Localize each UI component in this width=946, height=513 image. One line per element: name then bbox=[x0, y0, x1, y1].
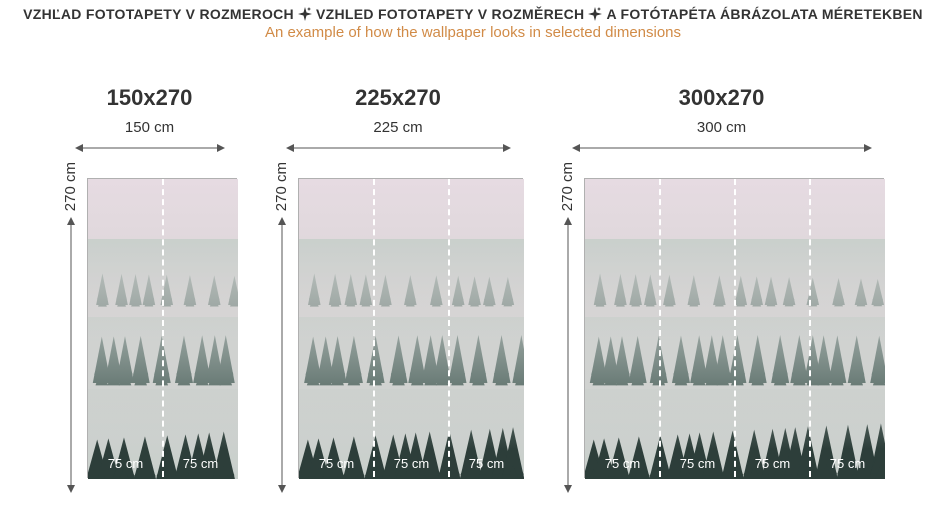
panels-row: 150x270 150 cm 270 cm 75 cm7 bbox=[0, 85, 946, 493]
header-part-1: VZHĽAD FOTOTAPETY V ROZMEROCH bbox=[23, 6, 294, 22]
height-label: 270 cm bbox=[273, 162, 290, 211]
header-main-line: VZHĽAD FOTOTAPETY V ROZMEROCH VZHLED FOT… bbox=[0, 6, 946, 22]
height-group: 270 cm bbox=[559, 162, 576, 493]
sparkle-icon bbox=[588, 7, 602, 21]
panel-dash-line bbox=[734, 179, 736, 477]
height-group: 270 cm bbox=[62, 162, 79, 493]
header-part-3: A FOTÓTAPÉTA ÁBRÁZOLATA MÉRETEKBEN bbox=[606, 6, 922, 22]
segment-label: 75 cm bbox=[449, 456, 524, 471]
height-label: 270 cm bbox=[62, 162, 79, 211]
header-sub-line: An example of how the wallpaper looks in… bbox=[0, 24, 946, 41]
size-title: 150x270 bbox=[107, 85, 193, 111]
segment-label: 75 cm bbox=[163, 456, 238, 471]
width-label: 225 cm bbox=[373, 119, 422, 136]
height-group: 270 cm bbox=[273, 162, 290, 493]
segment-label: 75 cm bbox=[810, 456, 885, 471]
segment-label: 75 cm bbox=[299, 456, 374, 471]
size-panel: 300x270 300 cm 270 cm 75 cm7 bbox=[559, 85, 884, 493]
width-label: 150 cm bbox=[125, 119, 174, 136]
wallpaper-preview: 75 cm75 cm75 cm75 cm bbox=[584, 178, 884, 478]
panel-dash-line bbox=[373, 179, 375, 477]
size-title: 300x270 bbox=[679, 85, 765, 111]
width-arrow bbox=[286, 140, 511, 158]
panel-dash-line bbox=[162, 179, 164, 477]
sparkle-icon bbox=[298, 7, 312, 21]
segment-label: 75 cm bbox=[374, 456, 449, 471]
wallpaper-preview: 75 cm75 cm75 cm bbox=[298, 178, 523, 478]
wallpaper-preview: 75 cm75 cm bbox=[87, 178, 237, 478]
panel-dash-line bbox=[809, 179, 811, 477]
panel-dash-line bbox=[448, 179, 450, 477]
width-label: 300 cm bbox=[697, 119, 746, 136]
segment-label: 75 cm bbox=[88, 456, 163, 471]
segment-label: 75 cm bbox=[585, 456, 660, 471]
height-label: 270 cm bbox=[559, 162, 576, 211]
size-panel: 225x270 225 cm 270 cm 75 cm7 bbox=[273, 85, 523, 493]
header: VZHĽAD FOTOTAPETY V ROZMEROCH VZHLED FOT… bbox=[0, 0, 946, 41]
size-title: 225x270 bbox=[355, 85, 441, 111]
size-panel: 150x270 150 cm 270 cm 75 cm7 bbox=[62, 85, 237, 493]
segment-label: 75 cm bbox=[660, 456, 735, 471]
header-part-2: VZHLED FOTOTAPETY V ROZMĚRECH bbox=[316, 6, 585, 22]
width-arrow bbox=[75, 140, 225, 158]
segment-label: 75 cm bbox=[735, 456, 810, 471]
panel-dash-line bbox=[659, 179, 661, 477]
width-arrow bbox=[572, 140, 872, 158]
